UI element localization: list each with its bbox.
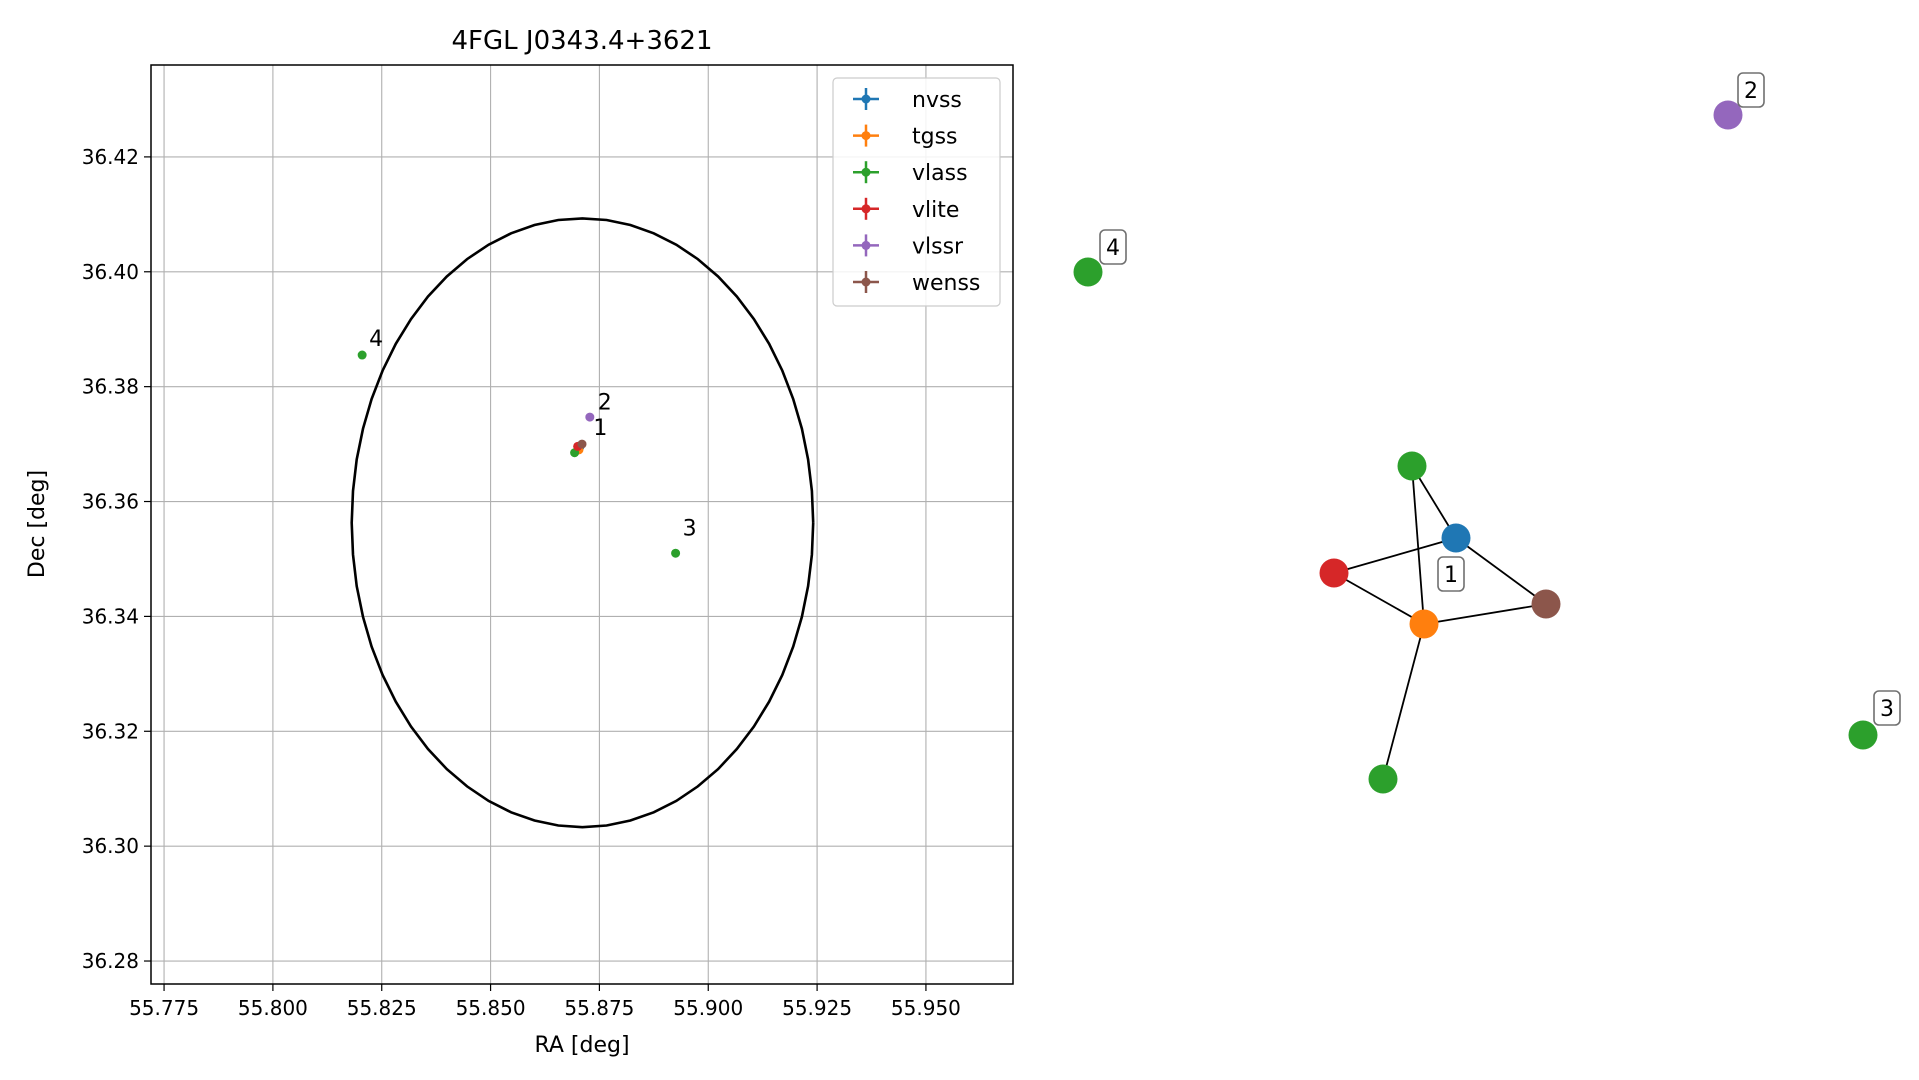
- x-axis-title: RA [deg]: [534, 1033, 629, 1058]
- network-edge: [1333, 572, 1425, 625]
- x-tick-label: 55.875: [564, 996, 634, 1020]
- network-node-nvss: [1441, 523, 1471, 553]
- legend: nvss tgss vlass vlite vlssr wenss: [832, 77, 1001, 307]
- vlass-point: [357, 350, 367, 360]
- vlass-point: [671, 548, 681, 558]
- network-label-box: [1437, 556, 1465, 592]
- data-points: [357, 350, 681, 558]
- legend-label-vlssr: vlssr: [912, 234, 964, 259]
- y-tick-label: 36.28: [82, 949, 139, 973]
- plot-frame: [150, 64, 1014, 985]
- point-annotation: 2: [598, 390, 612, 415]
- chart-title: 4FGL J0343.4+3621: [452, 26, 713, 56]
- network-node-vlass-a: [1397, 451, 1427, 481]
- legend-marker-dot: [861, 94, 871, 104]
- x-tick-label: 55.825: [347, 996, 417, 1020]
- network-node-vlssr: [1713, 100, 1743, 130]
- x-tick-label: 55.900: [673, 996, 743, 1020]
- network-label: 2: [1744, 79, 1758, 104]
- point-annotation: 1: [593, 416, 607, 441]
- x-tick-label: 55.850: [456, 996, 526, 1020]
- network-label: 4: [1106, 236, 1120, 261]
- network-edge: [1423, 603, 1547, 625]
- legend-marker-dot: [861, 167, 871, 177]
- network-nodes: [1073, 100, 1878, 794]
- region-circle-group: [350, 217, 815, 829]
- point-annotation: 4: [369, 327, 383, 352]
- scatter-panel: 4FGL J0343.4+3621 12 3 4 55.775 55.800 55.82…: [25, 26, 1014, 1058]
- legend-label-vlass: vlass: [912, 161, 968, 186]
- y-tick-label: 36.30: [82, 834, 139, 858]
- x-tick-label: 55.800: [238, 996, 308, 1020]
- network-node-vlass-b: [1368, 764, 1398, 794]
- legend-marker-dot: [861, 131, 871, 141]
- network-node-vlass-c: [1848, 720, 1878, 750]
- network-node-tgss: [1409, 609, 1439, 639]
- legend-label-vlite: vlite: [912, 198, 959, 223]
- x-tick-label: 55.775: [129, 996, 199, 1020]
- network-edge: [1382, 623, 1425, 780]
- region-circle: [350, 217, 815, 829]
- y-tick-label: 36.36: [82, 490, 139, 514]
- grid-lines: [151, 65, 1013, 984]
- legend-marker-dot: [861, 277, 871, 287]
- network-label-box: [1737, 72, 1765, 108]
- y-axis-title: Dec [deg]: [25, 470, 50, 578]
- network-label-box: [1099, 229, 1127, 265]
- y-tick-label: 36.42: [82, 145, 139, 169]
- network-node-vlite: [1319, 558, 1349, 588]
- x-tick-label: 55.925: [782, 996, 852, 1020]
- network-edge: [1455, 537, 1547, 605]
- y-axis-ticks: 36.28 36.30 36.32 36.34 36.36 36.38 36.40 36.42: [82, 145, 151, 973]
- network-edge: [1333, 537, 1457, 574]
- network-edges: [1333, 465, 1547, 780]
- wenss-point: [577, 439, 587, 449]
- network-node-vlass-d: [1073, 257, 1103, 287]
- y-tick-label: 36.32: [82, 719, 139, 743]
- network-edge: [1411, 465, 1425, 625]
- point-annotations: 12 3 4: [369, 327, 696, 542]
- network-panel: 1 2 3 4: [1073, 72, 1901, 794]
- vlssr-point: [585, 412, 595, 422]
- legend-marker-dot: [861, 240, 871, 250]
- legend-marker-dot: [861, 204, 871, 214]
- legend-label-tgss: tgss: [912, 125, 958, 150]
- x-axis-ticks: 55.775 55.800 55.825 55.850 55.875 55.900 55.9…: [129, 984, 961, 1020]
- y-tick-label: 36.40: [82, 260, 139, 284]
- legend-label-wenss: wenss: [912, 271, 980, 296]
- network-label: 1: [1444, 563, 1458, 588]
- x-tick-label: 55.950: [891, 996, 961, 1020]
- y-tick-label: 36.38: [82, 375, 139, 399]
- point-annotation: 3: [683, 517, 697, 542]
- network-group-labels: 1 2 3 4: [1099, 72, 1901, 726]
- legend-label-nvss: nvss: [912, 88, 962, 113]
- y-tick-label: 36.34: [82, 604, 139, 628]
- network-node-wenss: [1531, 589, 1561, 619]
- network-label-box: [1873, 690, 1901, 726]
- network-label: 3: [1880, 697, 1894, 722]
